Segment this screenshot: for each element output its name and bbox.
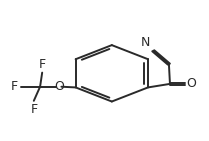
Text: O: O	[54, 80, 64, 93]
Text: O: O	[187, 77, 196, 90]
Text: F: F	[39, 58, 46, 70]
Text: F: F	[11, 80, 18, 93]
Text: F: F	[30, 103, 37, 116]
Text: N: N	[141, 36, 150, 49]
